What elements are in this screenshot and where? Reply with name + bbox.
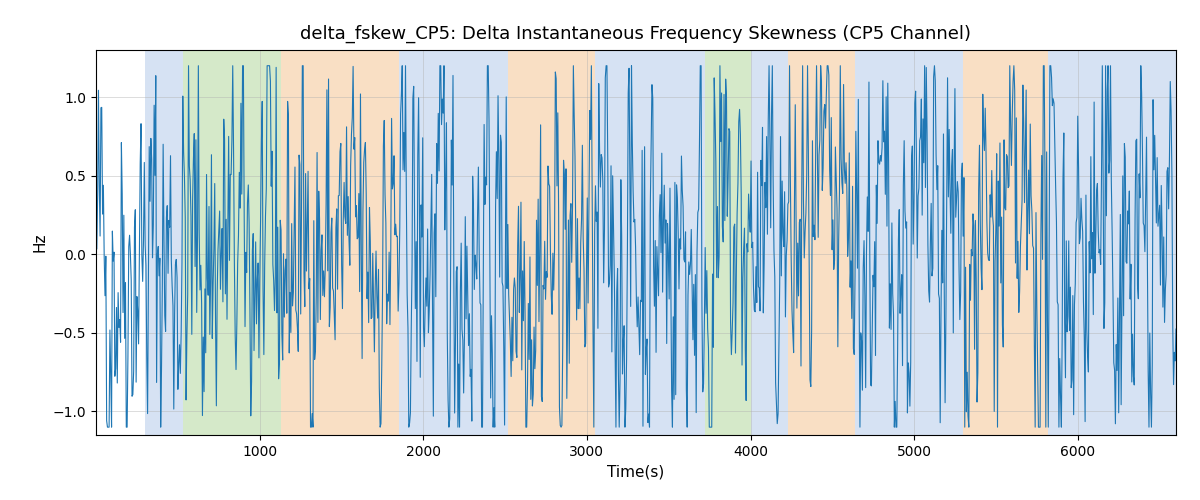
Y-axis label: Hz: Hz: [32, 233, 47, 252]
Title: delta_fskew_CP5: Delta Instantaneous Frequency Skewness (CP5 Channel): delta_fskew_CP5: Delta Instantaneous Fre…: [300, 25, 972, 43]
Bar: [145, 50, 182, 435]
Bar: [750, 50, 788, 435]
Bar: [595, 50, 704, 435]
X-axis label: Time(s): Time(s): [607, 464, 665, 479]
Bar: [856, 50, 964, 435]
Bar: [281, 50, 398, 435]
Bar: [964, 50, 1049, 435]
Bar: [1049, 50, 1176, 435]
Bar: [509, 50, 595, 435]
Bar: [788, 50, 856, 435]
Bar: [704, 50, 750, 435]
Bar: [398, 50, 509, 435]
Bar: [182, 50, 281, 435]
